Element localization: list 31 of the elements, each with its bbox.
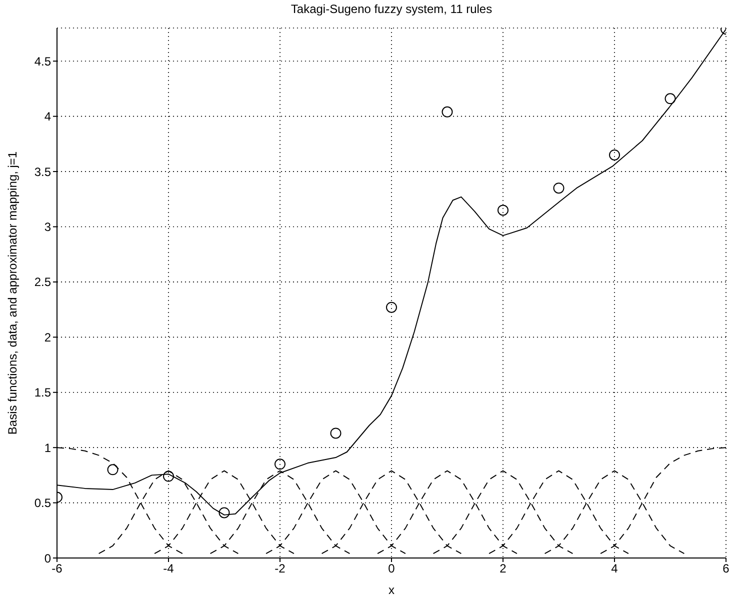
point — [274, 458, 286, 470]
y-tick-label: 1.5 — [34, 386, 52, 400]
point — [163, 470, 174, 482]
y-tick-label: 3 — [44, 220, 52, 234]
point — [442, 106, 453, 118]
point — [107, 464, 118, 476]
y-tick-label: 1 — [44, 440, 52, 455]
x-axis-title: x — [388, 583, 394, 597]
y-tick-label: 2.5 — [34, 275, 52, 290]
x-tick-label: 2 — [500, 562, 507, 576]
x-tick-label: -4 — [163, 562, 174, 576]
point — [498, 204, 508, 216]
x-tick-label: -6 — [52, 562, 63, 576]
y-tick-label: 2 — [44, 330, 52, 344]
y-tick-label: 4.5 — [34, 54, 52, 68]
point — [218, 507, 230, 518]
chart-title: Takagi-Sugeno fuzzy system, 11 rules — [290, 2, 494, 16]
y-tick-label: 0.5 — [34, 496, 52, 510]
x-tick-label: 0 — [388, 562, 396, 576]
y-axis-title: Basis functions, data, and approximator mapping, j=1 — [6, 150, 20, 434]
x-tick-label: -2 — [274, 562, 286, 576]
point — [609, 149, 620, 160]
point — [664, 93, 676, 104]
point — [553, 182, 564, 194]
y-tick-label: 4 — [44, 110, 52, 124]
point — [386, 302, 397, 313]
y-tick-label: 0 — [44, 551, 52, 566]
point — [330, 428, 342, 439]
x-tick-label: 6 — [722, 562, 730, 576]
x-tick-label: 4 — [611, 562, 618, 576]
y-tick-label: 3.5 — [34, 164, 52, 179]
